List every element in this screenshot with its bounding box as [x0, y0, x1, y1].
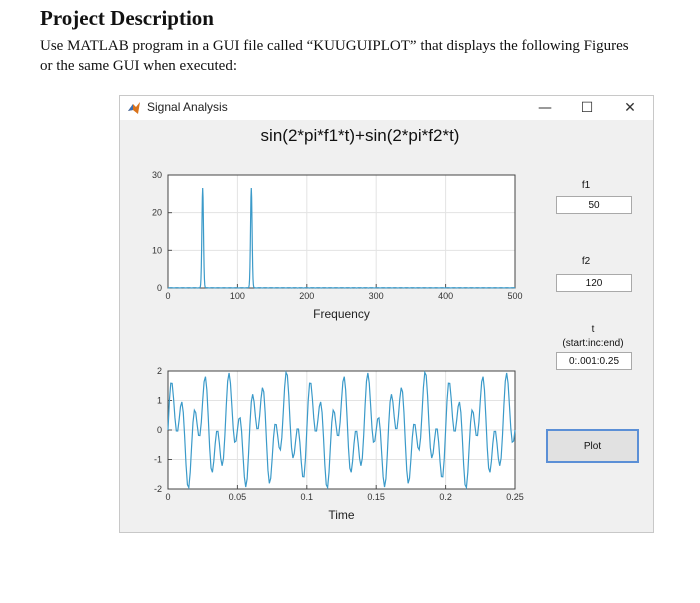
frequency-plot-y-tick-label: 20 [152, 208, 162, 218]
frequency-spectrum-line [167, 188, 516, 289]
window-titlebar[interactable]: Signal Analysis — ☐ ✕ [120, 96, 653, 120]
document-heading: Project Description [40, 6, 214, 30]
time-signal-line [167, 370, 516, 490]
frequency-plot-y-tick-label: 0 [157, 283, 162, 293]
time-plot-y-tick-label: -2 [154, 484, 162, 494]
t-input[interactable]: 0:.001:0.25 [556, 352, 632, 370]
minimize-icon: — [538, 100, 552, 116]
time-plot-x-tick-label: 0.1 [301, 492, 314, 502]
frequency-plot-x-tick-label: 100 [230, 291, 245, 301]
frequency-plot-x-tick-label: 500 [507, 291, 522, 301]
plot-title: sin(2*pi*f1*t)+sin(2*pi*f2*t) [260, 126, 460, 145]
time-plot-y-tick-label: 1 [157, 396, 162, 406]
f2-label: f2 [581, 256, 591, 267]
maximize-icon: ☐ [580, 100, 594, 116]
frequency-plot-x-tick-label: 400 [438, 291, 453, 301]
t-label: t [591, 324, 595, 335]
frequency-plot-x-tick-label: 0 [165, 291, 170, 301]
matlab-icon [128, 102, 140, 114]
frequency-plot-axes-background [168, 175, 515, 288]
window-title: Signal Analysis [147, 100, 228, 114]
frequency-plot-x-tick-label: 200 [299, 291, 314, 301]
time-plot-x-tick-label: 0 [165, 492, 170, 502]
maximize-button[interactable]: ☐ [567, 96, 607, 120]
frequency-plot-x-tick-label: 300 [369, 291, 384, 301]
time-plot-x-tick-label: 0.25 [506, 492, 524, 502]
time-plot-x-tick-label: 0.05 [229, 492, 247, 502]
time-plot-x-tick-label: 0.2 [439, 492, 452, 502]
minimize-button[interactable]: — [525, 96, 565, 120]
f2-input[interactable]: 120 [556, 274, 632, 292]
frequency-plot-y-tick-label: 30 [152, 170, 162, 180]
close-button[interactable]: ✕ [610, 96, 650, 120]
close-icon: ✕ [624, 100, 636, 116]
time-plot-y-tick-label: 0 [157, 425, 162, 435]
t-hint-label: (start:inc:end) [562, 338, 624, 349]
signal-analysis-window: Signal Analysis — ☐ ✕ sin(2*pi*f1*t)+sin… [119, 95, 654, 533]
frequency-plot-x-axis-label: Frequency [313, 307, 370, 321]
document-description: Use MATLAB program in a GUI file called … [40, 38, 629, 74]
time-plot-x-axis-label: Time [328, 508, 355, 522]
time-plot-y-tick-label: -1 [154, 455, 162, 465]
frequency-plot-y-tick-label: 10 [152, 245, 162, 255]
f1-label: f1 [581, 180, 591, 191]
f1-input[interactable]: 50 [556, 196, 632, 214]
time-plot-y-tick-label: 2 [157, 366, 162, 376]
plot-button[interactable]: Plot [546, 429, 639, 463]
time-plot-x-tick-label: 0.15 [367, 492, 385, 502]
